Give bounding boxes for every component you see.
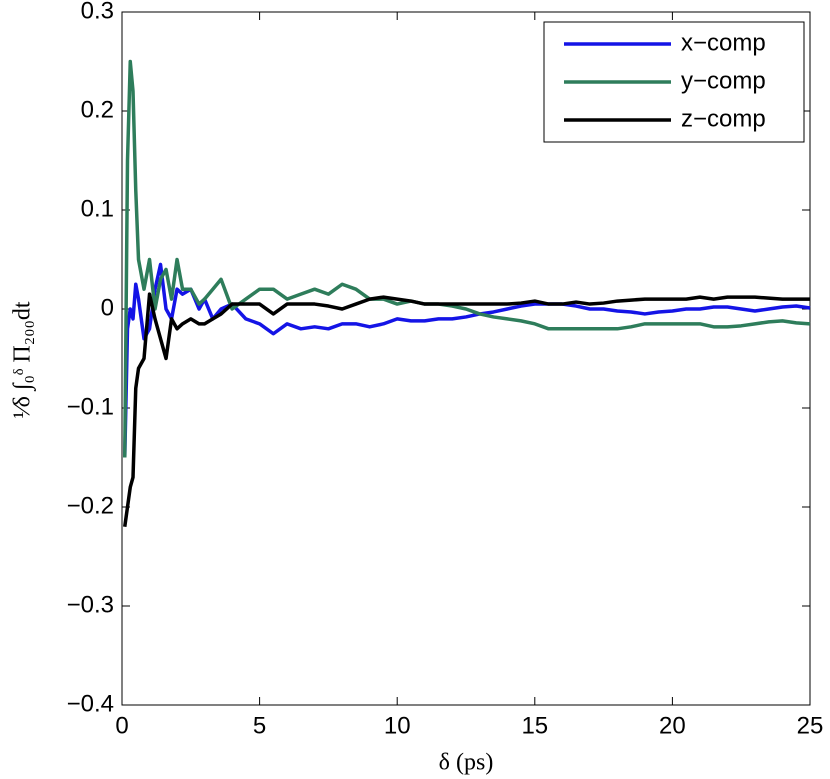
x-axis-label: δ (ps)	[439, 750, 494, 776]
y-tick-label: 0.1	[81, 195, 114, 222]
y-tick-label: −0.4	[67, 690, 114, 717]
x-tick-label: 25	[797, 712, 824, 739]
y-tick-label: 0.2	[81, 96, 114, 123]
y-tick-label: −0.2	[67, 492, 114, 519]
x-tick-label: 10	[384, 712, 411, 739]
y-tick-label: −0.3	[67, 591, 114, 618]
data-line	[123, 262, 811, 458]
legend-label: z−comp	[681, 105, 766, 132]
y-tick-label: −0.1	[67, 393, 114, 420]
data-line	[123, 292, 810, 528]
plot-frame	[121, 11, 811, 706]
x-tick-label: 15	[521, 712, 548, 739]
legend-label: x−comp	[681, 29, 766, 56]
y-axis-label: ¹⁄δ ∫₀ᵟ Π₂₀₀dt	[10, 301, 37, 418]
x-tick-label: 5	[253, 712, 266, 739]
x-tick-label: 20	[659, 712, 686, 739]
x-tick-label: 0	[115, 712, 128, 739]
y-tick-label: 0	[101, 294, 114, 321]
data-line	[123, 59, 811, 458]
legend-label: y−comp	[681, 67, 766, 94]
y-tick-label: 0.3	[81, 0, 114, 24]
